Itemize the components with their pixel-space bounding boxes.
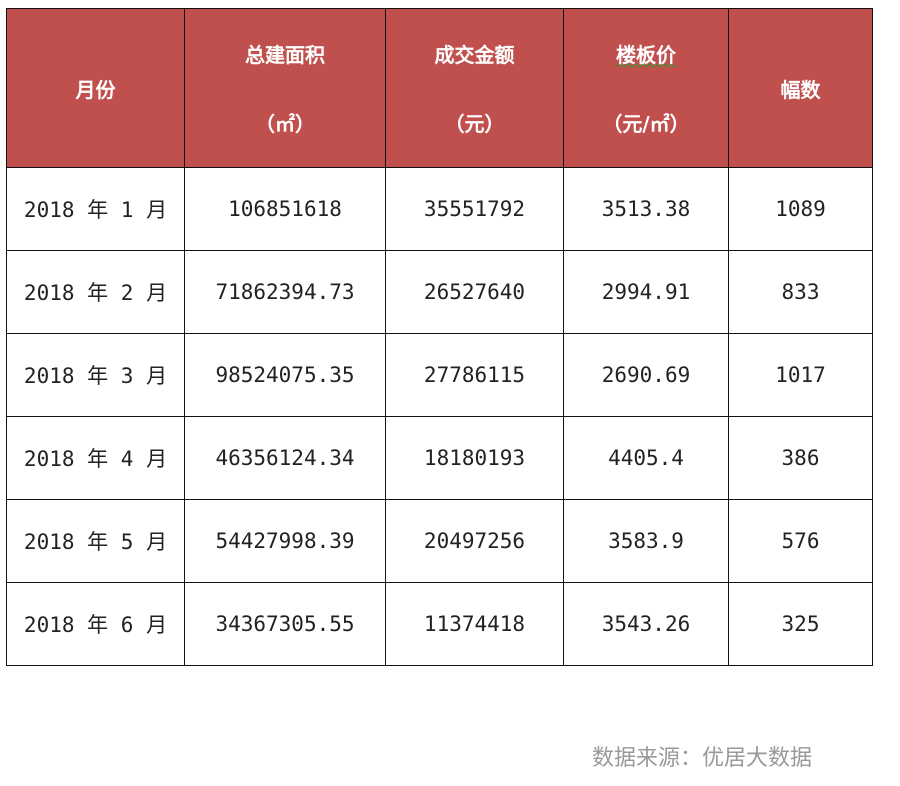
cell-area: 34367305.55 bbox=[184, 582, 386, 666]
cell-floor-price: 2994.91 bbox=[563, 250, 729, 334]
cell-floor-price: 3513.38 bbox=[563, 167, 729, 251]
header-area: 总建面积 （㎡） bbox=[184, 8, 386, 168]
header-row: 月份 总建面积 （㎡） 成交金额 （元） 楼板价 （元/㎡） 幅数 bbox=[6, 8, 873, 168]
cell-area: 71862394.73 bbox=[184, 250, 386, 334]
table-row: 2018 年 3 月 98524075.35 27786115 2690.69 1017 bbox=[6, 333, 873, 417]
cell-month: 2018 年 6 月 bbox=[6, 582, 185, 666]
source-watermark: 数据来源：优居大数据 bbox=[592, 746, 813, 771]
header-month: 月份 bbox=[6, 8, 185, 168]
cell-count: 833 bbox=[728, 250, 873, 334]
cell-count: 386 bbox=[728, 416, 873, 500]
cell-floor-price: 2690.69 bbox=[563, 333, 729, 417]
header-count: 幅数 bbox=[728, 8, 873, 168]
cell-area: 98524075.35 bbox=[184, 333, 386, 417]
cell-amount: 20497256 bbox=[385, 499, 564, 583]
cell-amount: 27786115 bbox=[385, 333, 564, 417]
cell-count: 1089 bbox=[728, 167, 873, 251]
table-row: 2018 年 4 月 46356124.34 18180193 4405.4 386 bbox=[6, 416, 873, 500]
cell-count: 576 bbox=[728, 499, 873, 583]
cell-month: 2018 年 4 月 bbox=[6, 416, 185, 500]
cell-area: 54427998.39 bbox=[184, 499, 386, 583]
cell-amount: 11374418 bbox=[385, 582, 564, 666]
cell-floor-price: 3543.26 bbox=[563, 582, 729, 666]
table-row: 2018 年 1 月 106851618 35551792 3513.38 1089 bbox=[6, 167, 873, 251]
cell-month: 2018 年 2 月 bbox=[6, 250, 185, 334]
data-table: 月份 总建面积 （㎡） 成交金额 （元） 楼板价 （元/㎡） 幅数 2018 年 1 … bbox=[6, 8, 873, 666]
table-row: 2018 年 6 月 34367305.55 11374418 3543.26 325 bbox=[6, 582, 873, 666]
cell-month: 2018 年 3 月 bbox=[6, 333, 185, 417]
cell-amount: 26527640 bbox=[385, 250, 564, 334]
cell-amount: 35551792 bbox=[385, 167, 564, 251]
cell-month: 2018 年 1 月 bbox=[6, 167, 185, 251]
table-row: 2018 年 5 月 54427998.39 20497256 3583.9 576 bbox=[6, 499, 873, 583]
header-amount: 成交金额 （元） bbox=[385, 8, 564, 168]
cell-area: 106851618 bbox=[184, 167, 386, 251]
cell-month: 2018 年 5 月 bbox=[6, 499, 185, 583]
cell-area: 46356124.34 bbox=[184, 416, 386, 500]
cell-floor-price: 4405.4 bbox=[563, 416, 729, 500]
cell-amount: 18180193 bbox=[385, 416, 564, 500]
cell-count: 325 bbox=[728, 582, 873, 666]
cell-floor-price: 3583.9 bbox=[563, 499, 729, 583]
table-row: 2018 年 2 月 71862394.73 26527640 2994.91 833 bbox=[6, 250, 873, 334]
cell-count: 1017 bbox=[728, 333, 873, 417]
header-floor-price: 楼板价 （元/㎡） bbox=[563, 8, 729, 168]
